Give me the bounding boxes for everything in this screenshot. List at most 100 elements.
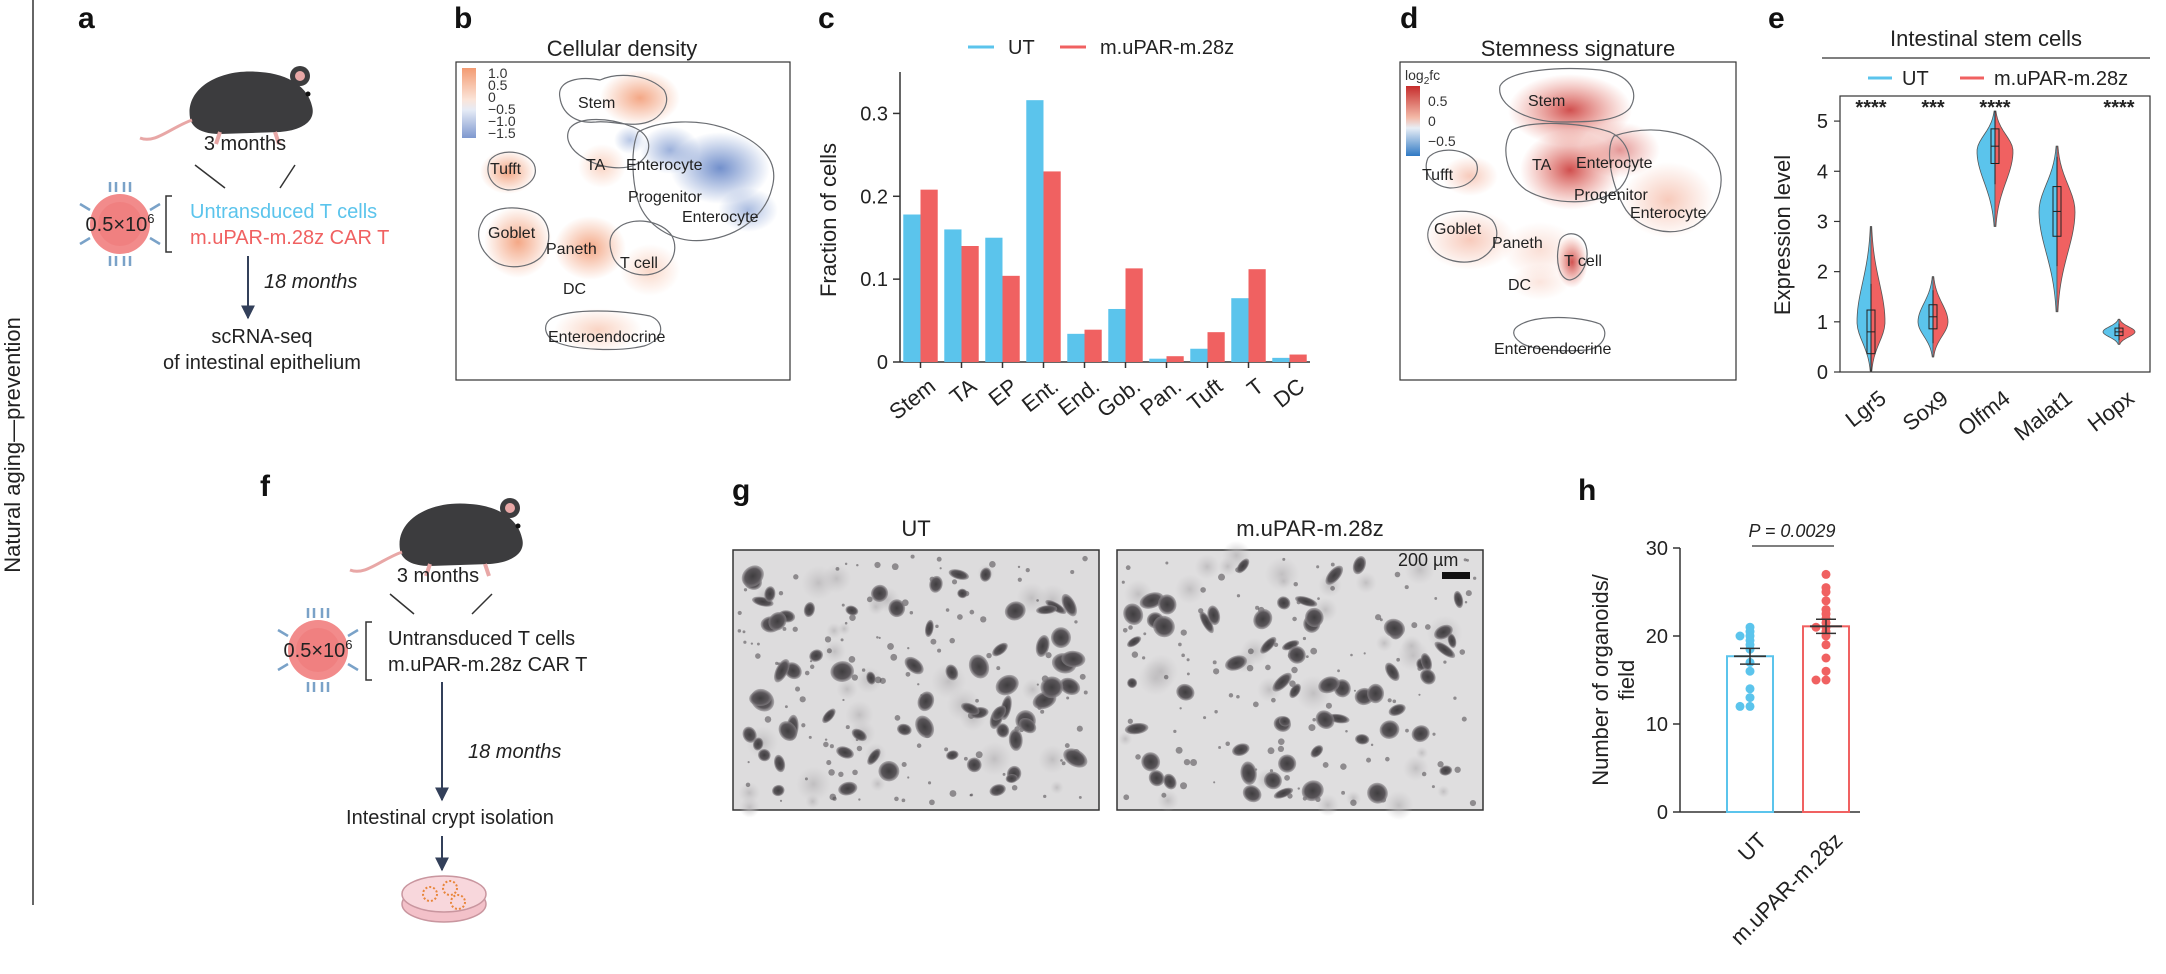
debris-dot bbox=[957, 614, 963, 620]
debris-dot bbox=[1353, 689, 1356, 692]
debris-dot bbox=[1312, 718, 1316, 722]
debris-dot bbox=[1060, 759, 1063, 762]
x-tick-label: Lgr5 bbox=[1841, 385, 1891, 432]
panel-f-split-right bbox=[471, 593, 493, 615]
debris-dot bbox=[782, 627, 787, 631]
debris-dot bbox=[779, 799, 783, 802]
debris-dot bbox=[1002, 772, 1006, 776]
debris-dot bbox=[1036, 599, 1039, 602]
debris-dot bbox=[917, 683, 920, 686]
organoid bbox=[1277, 596, 1291, 610]
d-label-goblet: Goblet bbox=[1434, 221, 1482, 238]
debris-dot bbox=[910, 554, 915, 559]
debris-dot bbox=[1370, 743, 1374, 747]
out-of-focus-debris bbox=[1375, 634, 1393, 652]
panel-g-car-title: m.uPAR-m.28z bbox=[1236, 516, 1384, 541]
debris-dot bbox=[907, 776, 910, 779]
debris-dot bbox=[1308, 724, 1316, 732]
svg-text:0.5: 0.5 bbox=[1428, 93, 1448, 109]
debris-dot bbox=[809, 664, 815, 669]
out-of-focus-debris bbox=[1316, 794, 1339, 817]
data-point bbox=[1821, 653, 1831, 663]
organoid bbox=[1242, 785, 1262, 803]
organoid bbox=[1232, 743, 1250, 757]
debris-dot bbox=[1122, 627, 1128, 633]
organoid bbox=[1385, 662, 1400, 682]
organoid bbox=[1294, 596, 1318, 607]
panel-g-label: g bbox=[732, 474, 750, 507]
debris-dot bbox=[845, 725, 850, 730]
bar-car bbox=[1084, 329, 1102, 362]
debris-dot bbox=[969, 609, 975, 615]
debris-dot bbox=[1255, 605, 1260, 610]
bar-car bbox=[1207, 332, 1225, 362]
debris-dot bbox=[792, 626, 798, 632]
bar-ut bbox=[903, 214, 921, 362]
x-tick-label: End. bbox=[1053, 373, 1104, 421]
debris-dot bbox=[750, 642, 754, 645]
x-tick-label: EP bbox=[984, 373, 1023, 411]
out-of-focus-debris bbox=[795, 766, 831, 802]
cluster-outlines bbox=[478, 74, 775, 351]
organoid bbox=[1367, 782, 1388, 804]
debris-dot bbox=[1432, 732, 1436, 736]
d-label-enteroendocrine: Enteroendocrine bbox=[1494, 341, 1612, 358]
data-point bbox=[1821, 675, 1831, 685]
debris-dot bbox=[1017, 565, 1021, 569]
y-tick-label: 4 bbox=[1817, 161, 1828, 183]
svg-text:0: 0 bbox=[488, 89, 496, 105]
debris-dot bbox=[927, 781, 932, 785]
debris-dot bbox=[909, 611, 914, 615]
y-tick-label: 30 bbox=[1646, 538, 1668, 560]
panel-e-ylabel: Expression level bbox=[1770, 155, 1795, 315]
debris-dot bbox=[1123, 794, 1130, 801]
debris-dot bbox=[1076, 725, 1083, 732]
debris-dot bbox=[1405, 728, 1409, 733]
debris-dot bbox=[1061, 761, 1066, 766]
debris-dot bbox=[784, 705, 788, 709]
debris-dot bbox=[936, 556, 942, 562]
debris-dot bbox=[826, 648, 832, 654]
x-tick-label: UT bbox=[1733, 828, 1771, 866]
out-of-focus-debris bbox=[1174, 574, 1205, 605]
panel-g-ut-title: UT bbox=[901, 516, 930, 541]
debris-dot bbox=[1271, 697, 1276, 703]
organoid bbox=[778, 721, 798, 742]
organoid bbox=[917, 691, 935, 712]
debris-dot bbox=[1292, 616, 1297, 622]
debris-dot bbox=[1392, 699, 1397, 704]
violin-ut bbox=[1917, 276, 1934, 358]
debris-dot bbox=[1163, 674, 1169, 680]
organoid bbox=[1434, 624, 1453, 640]
debris-dot bbox=[1454, 766, 1461, 773]
organoid bbox=[1272, 672, 1292, 692]
organoid bbox=[1236, 558, 1250, 574]
debris-dot bbox=[1083, 690, 1088, 695]
data-point bbox=[1735, 631, 1745, 641]
debris-dot bbox=[743, 640, 747, 644]
panel-a-readout-1: scRNA-seq bbox=[211, 326, 312, 348]
debris-dot bbox=[905, 671, 911, 677]
panel-f-label: f bbox=[260, 470, 271, 503]
bar-ut bbox=[1026, 100, 1044, 363]
debris-dot bbox=[901, 761, 907, 768]
panel-a-readout-2: of intestinal epithelium bbox=[163, 352, 361, 374]
debris-dot bbox=[989, 561, 996, 568]
organoid bbox=[830, 661, 855, 682]
debris-dot bbox=[1040, 709, 1045, 714]
debris-dot bbox=[840, 638, 844, 642]
organoid bbox=[851, 728, 867, 742]
debris-dot bbox=[1465, 590, 1472, 597]
debris-dot bbox=[1045, 652, 1052, 659]
organoid bbox=[1305, 607, 1324, 628]
out-of-focus-debris bbox=[823, 640, 846, 663]
y-tick-label: 2 bbox=[1817, 262, 1828, 284]
bar-ut bbox=[1149, 358, 1167, 362]
bar-car bbox=[961, 246, 979, 362]
out-of-focus-debris bbox=[805, 794, 820, 809]
debris-dot bbox=[1183, 758, 1191, 766]
debris-dot bbox=[835, 566, 840, 571]
legend-e-car: m.uPAR-m.28z bbox=[1994, 68, 2128, 90]
organoid bbox=[1148, 770, 1165, 787]
debris-dot bbox=[891, 563, 899, 571]
